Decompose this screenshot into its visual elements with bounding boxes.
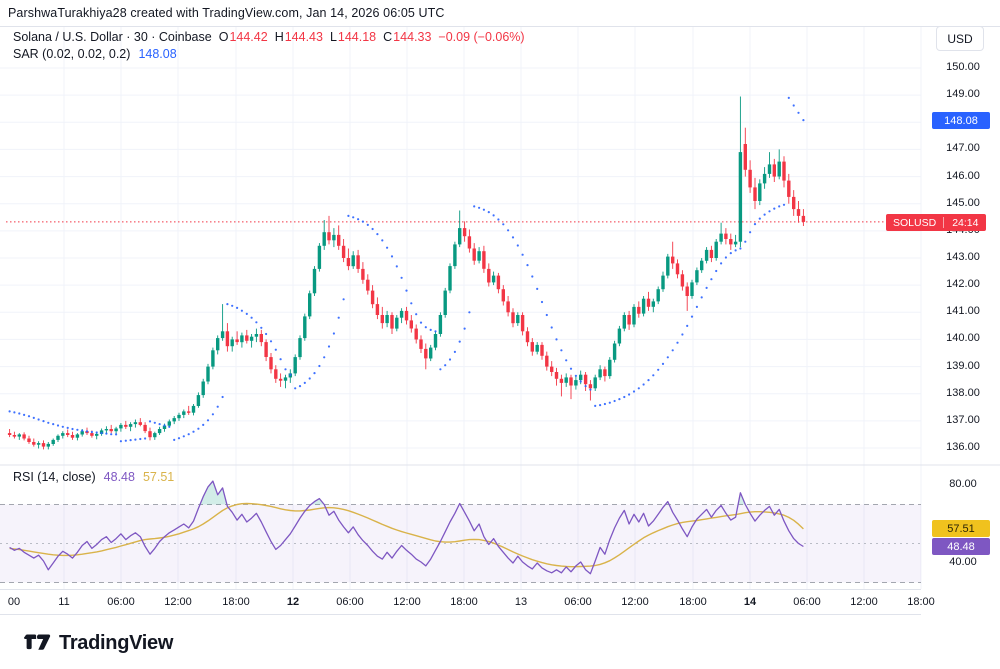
rsi-value: 48.48 bbox=[103, 470, 135, 484]
sar-legend[interactable]: SAR (0.02, 0.02, 0.2) 148.08 bbox=[13, 47, 177, 61]
time-tick-label: 00 bbox=[7, 596, 21, 608]
time-tick-label: 18:00 bbox=[450, 596, 478, 608]
time-tick-label: 18:00 bbox=[679, 596, 707, 608]
tradingview-logo-icon bbox=[24, 634, 51, 650]
price-tick-label: 143.00 bbox=[946, 251, 980, 263]
currency-label[interactable]: USD bbox=[936, 26, 984, 51]
sar-label: SAR (0.02, 0.02, 0.2) bbox=[13, 47, 131, 61]
rsi-tick-label: 80.00 bbox=[949, 478, 977, 490]
price-tick-label: 138.00 bbox=[946, 387, 980, 399]
tradingview-logo-text: TradingView bbox=[59, 632, 174, 654]
price-tick-label: 136.00 bbox=[946, 441, 980, 453]
price-tick-label: 149.00 bbox=[946, 88, 980, 100]
price-tick-label: 137.00 bbox=[946, 414, 980, 426]
ohlc-low: L144.18 bbox=[329, 30, 377, 44]
symbol-legend[interactable]: Solana / U.S. Dollar · 30 · Coinbase O144… bbox=[13, 30, 525, 44]
price-tick-label: 146.00 bbox=[946, 170, 980, 182]
symbol-title: Solana / U.S. Dollar · 30 · Coinbase bbox=[13, 30, 212, 44]
time-tick-label: 14 bbox=[743, 596, 757, 608]
badge-divider bbox=[943, 217, 945, 228]
time-tick-label: 06:00 bbox=[564, 596, 592, 608]
time-tick-label: 06:00 bbox=[336, 596, 364, 608]
time-tick-label: 18:00 bbox=[907, 596, 935, 608]
time-tick-label: 12:00 bbox=[850, 596, 878, 608]
time-tick-label: 18:00 bbox=[222, 596, 250, 608]
tradingview-logo[interactable]: TradingView bbox=[24, 632, 173, 655]
rsi-ma-badge: 57.51 bbox=[932, 520, 990, 537]
change-readout: −0.09 (−0.06%) bbox=[438, 30, 525, 44]
price-tick-label: 150.00 bbox=[946, 61, 980, 73]
time-tick-label: 11 bbox=[58, 596, 70, 608]
rsi-tick-label: 40.00 bbox=[949, 556, 977, 568]
time-tick-label: 12:00 bbox=[393, 596, 421, 608]
ohlc-high: H144.43 bbox=[274, 30, 323, 44]
last-price-badge: SOLUSD 24:14 bbox=[886, 214, 987, 231]
sar-value: 148.08 bbox=[138, 47, 177, 61]
price-tick-label: 145.00 bbox=[946, 197, 980, 209]
symbol-ticker: SOLUSD bbox=[893, 216, 937, 229]
price-tick-label: 142.00 bbox=[946, 278, 980, 290]
rsi-value-badge: 48.48 bbox=[932, 538, 990, 555]
rsi-ma-value: 57.51 bbox=[142, 470, 175, 484]
price-tick-label: 147.00 bbox=[946, 142, 980, 154]
ohlc-close: C144.33 bbox=[383, 30, 432, 44]
price-tick-label: 139.00 bbox=[946, 360, 980, 372]
time-tick-label: 12 bbox=[286, 596, 300, 608]
ohlc-open: O144.42 bbox=[218, 30, 268, 44]
price-tick-label: 141.00 bbox=[946, 305, 980, 317]
attribution-text: ParshwaTurakhiya28 created with TradingV… bbox=[8, 6, 445, 20]
price-tick-label: 140.00 bbox=[946, 332, 980, 344]
time-tick-label: 06:00 bbox=[107, 596, 135, 608]
time-tick-label: 13 bbox=[514, 596, 528, 608]
rsi-label: RSI (14, close) bbox=[13, 470, 96, 484]
time-tick-label: 06:00 bbox=[793, 596, 821, 608]
countdown-timer: 24:14 bbox=[952, 216, 979, 229]
rsi-legend[interactable]: RSI (14, close) 48.48 57.51 bbox=[13, 470, 174, 484]
time-tick-label: 12:00 bbox=[621, 596, 649, 608]
sar-price-badge: 148.08 bbox=[932, 112, 990, 129]
time-tick-label: 12:00 bbox=[164, 596, 192, 608]
